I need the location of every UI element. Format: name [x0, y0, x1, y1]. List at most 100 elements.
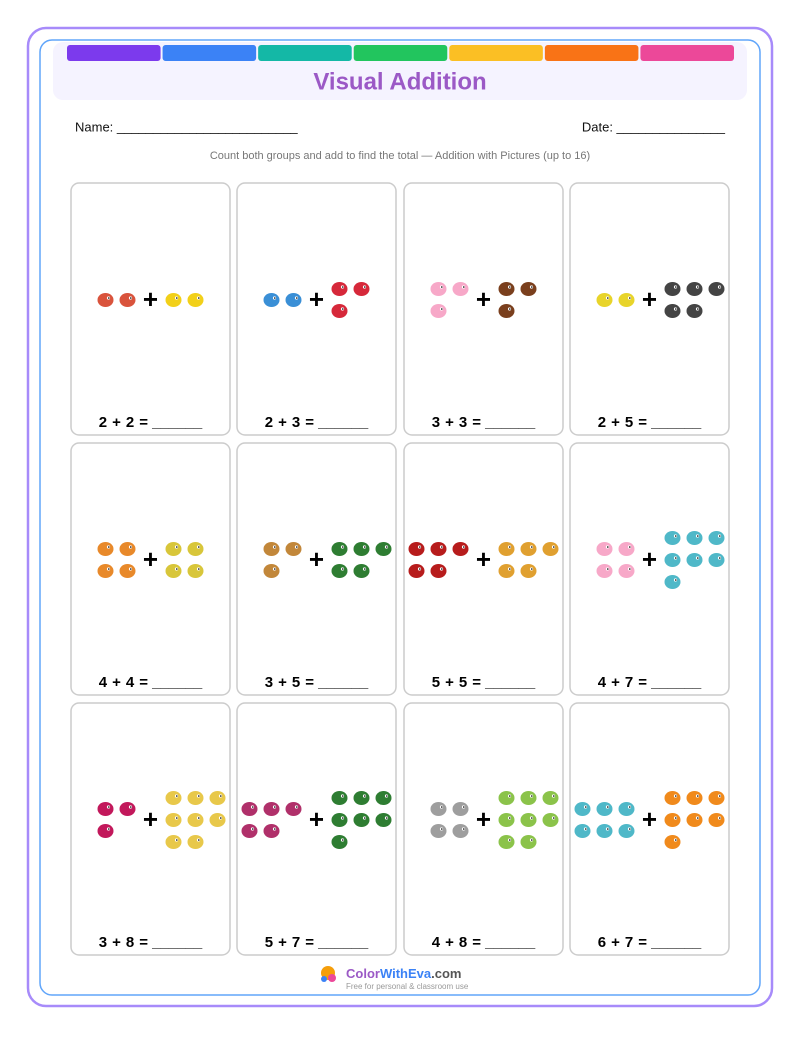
picture-icon — [708, 813, 725, 827]
color-stripe — [353, 45, 448, 61]
icon-body — [542, 791, 559, 805]
picture-icon — [165, 542, 182, 556]
icon-pupil — [531, 795, 533, 797]
picture-icon — [353, 813, 370, 827]
icon-pupil — [364, 817, 366, 819]
icon-pupil — [719, 535, 721, 537]
picture-icon — [165, 791, 182, 805]
icon-pupil — [176, 546, 178, 548]
icon-pupil — [176, 568, 178, 570]
icon-body — [187, 813, 204, 827]
icon-body — [353, 282, 370, 296]
picture-icon — [331, 813, 348, 827]
icon-body — [520, 542, 537, 556]
icon-body — [430, 282, 447, 296]
icon-body — [542, 542, 559, 556]
icon-pupil — [607, 297, 609, 299]
picture-icon — [498, 791, 515, 805]
color-stripe — [67, 45, 161, 61]
icon-body — [686, 282, 703, 296]
icon-body — [618, 564, 635, 578]
icon-pupil — [719, 795, 721, 797]
addend: 4 — [432, 934, 441, 951]
picture-icon — [263, 824, 280, 838]
icon-pupil — [176, 839, 178, 841]
picture-icon — [664, 531, 681, 545]
icon-body — [187, 542, 204, 556]
picture-icon — [498, 304, 515, 318]
icon-pupil — [342, 839, 344, 841]
icon-body — [119, 293, 136, 307]
equation: 4 +8 = ______ — [432, 934, 536, 951]
footer-tagline: Free for personal & classroom use — [346, 982, 469, 991]
icon-pupil — [675, 579, 677, 581]
addend: 3 — [265, 674, 273, 691]
icon-pupil — [441, 806, 443, 808]
card-box — [569, 442, 730, 696]
icon-body — [520, 282, 537, 296]
icon-body — [574, 802, 591, 816]
icon-pupil — [509, 795, 511, 797]
picture-icon — [187, 791, 204, 805]
icon-pupil — [130, 546, 132, 548]
icon-pupil — [531, 568, 533, 570]
icon-pupil — [607, 546, 609, 548]
addend: 2 — [99, 414, 107, 431]
icon-body — [452, 542, 469, 556]
picture-icon — [209, 791, 226, 805]
picture-icon — [331, 282, 348, 296]
color-stripe — [258, 45, 352, 61]
icon-body — [664, 531, 681, 545]
picture-icon — [520, 835, 537, 849]
icon-body — [618, 293, 635, 307]
icon-body — [119, 802, 136, 816]
icon-body — [263, 542, 280, 556]
answer-blank: = ______ — [638, 674, 702, 691]
icon-body — [664, 575, 681, 589]
picture-icon — [285, 802, 302, 816]
addend: 6 — [598, 934, 606, 951]
icon-pupil — [509, 568, 511, 570]
icon-body — [430, 542, 447, 556]
operator: + — [611, 414, 620, 431]
icon-pupil — [274, 828, 276, 830]
answer-blank: = ______ — [472, 674, 536, 691]
addend: 8 — [126, 934, 134, 951]
picture-icon — [408, 564, 425, 578]
icon-pupil — [130, 568, 132, 570]
icon-pupil — [553, 817, 555, 819]
icon-pupil — [509, 817, 511, 819]
icon-pupil — [198, 795, 200, 797]
picture-icon — [596, 802, 613, 816]
equation: 5 +7 = ______ — [265, 934, 369, 951]
icon-body — [187, 835, 204, 849]
icon-body — [263, 824, 280, 838]
icon-pupil — [629, 568, 631, 570]
icon-pupil — [531, 546, 533, 548]
icon-pupil — [274, 806, 276, 808]
footer-brand: ColorWithEva.com — [346, 966, 461, 981]
icon-body — [452, 824, 469, 838]
picture-icon — [331, 564, 348, 578]
picture-icon — [241, 802, 258, 816]
icon-body — [708, 791, 725, 805]
icon-body — [430, 802, 447, 816]
icon-body — [708, 282, 725, 296]
picture-icon — [263, 564, 280, 578]
answer-blank: = ______ — [305, 414, 369, 431]
icon-pupil — [463, 828, 465, 830]
icon-pupil — [342, 817, 344, 819]
icon-body — [596, 564, 613, 578]
icon-body — [520, 813, 537, 827]
icon-pupil — [553, 546, 555, 548]
picture-icon — [97, 564, 114, 578]
picture-icon — [664, 282, 681, 296]
picture-icon — [618, 824, 635, 838]
picture-icon — [375, 791, 392, 805]
addend: 2 — [265, 414, 273, 431]
picture-icon — [119, 564, 136, 578]
brand-part: .com — [431, 966, 461, 981]
equation: 2 +3 = ______ — [265, 414, 369, 431]
icon-body — [263, 564, 280, 578]
icon-pupil — [342, 568, 344, 570]
